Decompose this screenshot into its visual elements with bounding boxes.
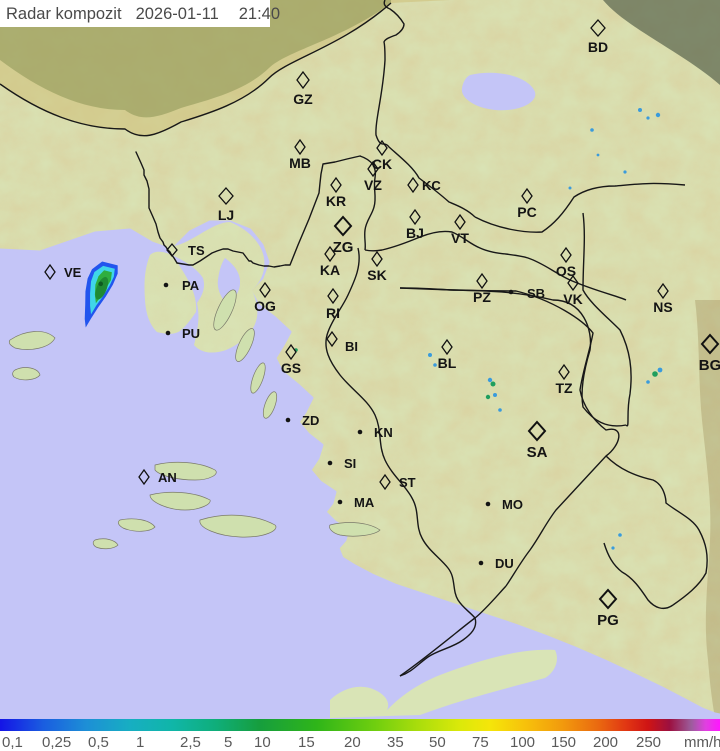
svg-text:PA: PA <box>182 278 200 293</box>
svg-text:150: 150 <box>551 734 576 751</box>
svg-text:20: 20 <box>344 734 361 751</box>
svg-text:PU: PU <box>182 326 200 341</box>
svg-text:SB: SB <box>527 286 545 301</box>
svg-text:mm/h: mm/h <box>684 734 720 751</box>
svg-text:VE: VE <box>64 265 82 280</box>
svg-text:GZ: GZ <box>293 91 313 107</box>
svg-text:VZ: VZ <box>364 177 382 193</box>
svg-text:BL: BL <box>438 355 457 371</box>
svg-text:DU: DU <box>495 556 514 571</box>
svg-text:BJ: BJ <box>406 225 424 241</box>
svg-text:15: 15 <box>298 734 315 751</box>
svg-text:SA: SA <box>527 444 548 461</box>
svg-text:250: 250 <box>636 734 661 751</box>
svg-text:200: 200 <box>593 734 618 751</box>
svg-text:0,5: 0,5 <box>88 734 109 751</box>
svg-text:1: 1 <box>136 734 144 751</box>
svg-text:0,1: 0,1 <box>2 734 23 751</box>
svg-text:100: 100 <box>510 734 535 751</box>
svg-text:PZ: PZ <box>473 289 491 305</box>
svg-text:KC: KC <box>422 178 441 193</box>
svg-text:ZG: ZG <box>333 239 354 256</box>
svg-text:BG: BG <box>699 357 720 374</box>
svg-text:SK: SK <box>367 267 386 283</box>
svg-text:MB: MB <box>289 155 311 171</box>
svg-text:VT: VT <box>451 230 469 246</box>
svg-text:10: 10 <box>254 734 271 751</box>
svg-text:TS: TS <box>188 243 205 258</box>
svg-text:75: 75 <box>472 734 489 751</box>
svg-text:BI: BI <box>345 339 358 354</box>
svg-text:5: 5 <box>224 734 232 751</box>
svg-text:ST: ST <box>399 475 416 490</box>
svg-text:MA: MA <box>354 495 375 510</box>
svg-text:0,25: 0,25 <box>42 734 71 751</box>
svg-text:SI: SI <box>344 456 356 471</box>
svg-text:VK: VK <box>563 291 582 307</box>
svg-text:KR: KR <box>326 193 346 209</box>
svg-text:PG: PG <box>597 612 619 629</box>
svg-text:2,5: 2,5 <box>180 734 201 751</box>
svg-text:KN: KN <box>374 425 393 440</box>
svg-text:NS: NS <box>653 299 672 315</box>
svg-text:BD: BD <box>588 39 608 55</box>
svg-text:OG: OG <box>254 298 276 314</box>
svg-text:PC: PC <box>517 204 536 220</box>
svg-text:KA: KA <box>320 262 340 278</box>
svg-text:LJ: LJ <box>218 207 234 223</box>
svg-text:ZD: ZD <box>302 413 319 428</box>
svg-text:RI: RI <box>326 305 340 321</box>
svg-text:AN: AN <box>158 470 177 485</box>
svg-text:TZ: TZ <box>555 380 573 396</box>
svg-text:35: 35 <box>387 734 404 751</box>
svg-text:50: 50 <box>429 734 446 751</box>
svg-text:GS: GS <box>281 360 301 376</box>
svg-text:MO: MO <box>502 497 523 512</box>
